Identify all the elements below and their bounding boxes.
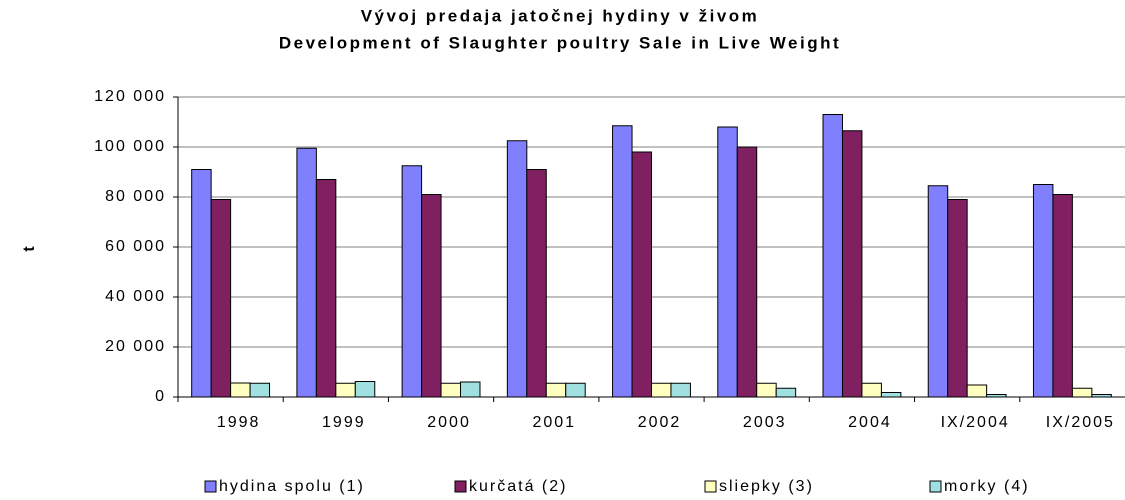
bar bbox=[296, 147, 317, 398]
bar bbox=[1052, 194, 1073, 398]
bar bbox=[966, 384, 988, 398]
bar bbox=[1032, 184, 1054, 398]
bar bbox=[841, 130, 863, 398]
chart-title: Vývoj predaja jatočnej hydiny v živom bbox=[361, 6, 760, 25]
bar bbox=[736, 146, 758, 398]
bar bbox=[506, 140, 528, 398]
bar bbox=[335, 382, 356, 398]
bar bbox=[670, 382, 691, 398]
bar bbox=[1091, 394, 1112, 398]
x-tick-label: 2002 bbox=[638, 414, 682, 431]
bar bbox=[651, 382, 672, 398]
y-tick-label: 120 000 bbox=[94, 88, 166, 105]
bar bbox=[421, 194, 442, 398]
bar bbox=[861, 382, 882, 398]
bar bbox=[612, 125, 633, 398]
bar bbox=[1071, 387, 1093, 398]
bar bbox=[526, 169, 547, 398]
legend-label: hydina spolu (1) bbox=[219, 478, 365, 495]
bar bbox=[210, 199, 232, 398]
bar bbox=[822, 114, 843, 398]
legend-swatch bbox=[929, 480, 942, 493]
x-tick-label: IX/2005 bbox=[1046, 414, 1115, 431]
bar bbox=[354, 381, 376, 398]
y-axis-label: t bbox=[21, 244, 38, 251]
bar bbox=[775, 387, 797, 398]
bar bbox=[230, 382, 251, 398]
bar bbox=[440, 382, 462, 398]
y-tick-label: 0 bbox=[155, 388, 166, 405]
bar bbox=[249, 382, 271, 398]
bar bbox=[315, 179, 337, 398]
x-tick-label: 2004 bbox=[848, 414, 892, 431]
bar bbox=[947, 199, 968, 398]
x-tick-label: 2000 bbox=[427, 414, 471, 431]
bar bbox=[545, 382, 567, 398]
bar bbox=[986, 394, 1007, 398]
bar bbox=[191, 169, 212, 398]
x-tick-label: 2001 bbox=[532, 414, 576, 431]
legend-label: sliepky (3) bbox=[719, 478, 814, 495]
y-tick-label: 100 000 bbox=[94, 138, 166, 155]
bar bbox=[756, 382, 777, 398]
bar bbox=[401, 165, 423, 398]
bar bbox=[880, 392, 902, 398]
x-tick-label: 2003 bbox=[743, 414, 787, 431]
bar bbox=[565, 382, 586, 398]
bar bbox=[460, 381, 481, 398]
legend-swatch bbox=[204, 480, 217, 493]
bar bbox=[717, 126, 738, 398]
x-tick-label: 1998 bbox=[217, 414, 261, 431]
y-tick-label: 60 000 bbox=[105, 238, 166, 255]
legend-label: kurčatá (2) bbox=[469, 478, 567, 495]
legend-swatch bbox=[704, 480, 717, 493]
bar bbox=[631, 151, 652, 398]
y-tick-label: 20 000 bbox=[105, 338, 166, 355]
x-tick-label: IX/2004 bbox=[941, 414, 1010, 431]
legend-swatch bbox=[454, 480, 467, 493]
y-tick-label: 80 000 bbox=[105, 188, 166, 205]
y-tick-label: 40 000 bbox=[105, 288, 166, 305]
legend-label: morky (4) bbox=[944, 478, 1030, 495]
chart-subtitle: Development of Slaughter poultry Sale in… bbox=[279, 33, 841, 52]
bar bbox=[927, 185, 949, 398]
x-tick-label: 1999 bbox=[322, 414, 366, 431]
